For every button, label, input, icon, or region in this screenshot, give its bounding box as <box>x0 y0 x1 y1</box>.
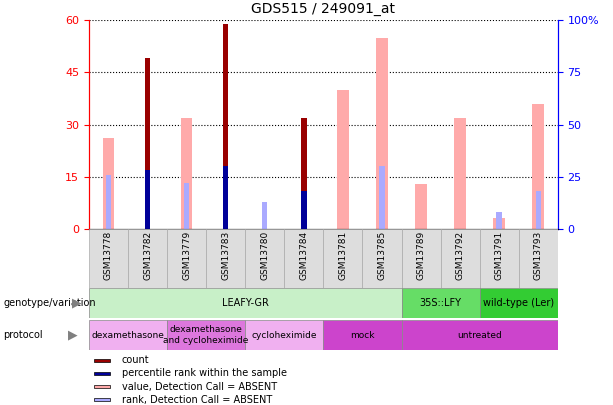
Bar <box>533 104 544 229</box>
Text: ▶: ▶ <box>67 328 77 341</box>
Bar <box>105 175 111 229</box>
Bar <box>89 229 128 288</box>
Text: GSM13783: GSM13783 <box>221 230 230 280</box>
Bar <box>94 385 110 388</box>
Text: GSM13792: GSM13792 <box>455 230 465 280</box>
Bar <box>480 229 519 288</box>
Bar <box>415 183 427 229</box>
Bar <box>94 359 110 362</box>
Bar <box>301 191 306 229</box>
Text: untreated: untreated <box>457 330 502 340</box>
Text: mock: mock <box>350 330 375 340</box>
Text: dexamethasone: dexamethasone <box>91 330 164 340</box>
Bar <box>324 229 362 288</box>
Bar <box>262 202 267 229</box>
Bar <box>493 218 505 229</box>
Bar <box>480 288 558 318</box>
Bar <box>245 229 284 288</box>
Bar <box>89 288 402 318</box>
Text: ▶: ▶ <box>72 296 82 309</box>
Text: count: count <box>122 355 150 365</box>
Text: GSM13793: GSM13793 <box>534 230 543 280</box>
Bar <box>223 24 229 229</box>
Text: wild-type (Ler): wild-type (Ler) <box>483 298 554 308</box>
Text: percentile rank within the sample: percentile rank within the sample <box>122 369 287 378</box>
Text: GSM13781: GSM13781 <box>338 230 348 280</box>
Text: genotype/variation: genotype/variation <box>3 298 96 308</box>
Bar <box>402 288 480 318</box>
Bar <box>301 191 306 229</box>
Text: GSM13784: GSM13784 <box>299 230 308 280</box>
Bar <box>223 166 229 229</box>
Bar <box>102 139 114 229</box>
Bar <box>301 117 306 229</box>
Bar <box>184 183 189 229</box>
Title: GDS515 / 249091_at: GDS515 / 249091_at <box>251 2 395 17</box>
Bar <box>441 229 480 288</box>
Bar <box>337 90 349 229</box>
Bar <box>206 229 245 288</box>
Bar <box>402 229 441 288</box>
Text: 35S::LFY: 35S::LFY <box>419 298 462 308</box>
Text: dexamethasone
and cycloheximide: dexamethasone and cycloheximide <box>164 326 249 345</box>
Bar <box>94 398 110 401</box>
Text: GSM13791: GSM13791 <box>495 230 504 280</box>
Bar <box>454 117 466 229</box>
Bar <box>145 171 150 229</box>
Bar <box>167 229 206 288</box>
Bar <box>519 229 558 288</box>
Text: GSM13780: GSM13780 <box>261 230 269 280</box>
Bar <box>402 320 558 350</box>
Text: value, Detection Call = ABSENT: value, Detection Call = ABSENT <box>122 382 277 392</box>
Text: rank, Detection Call = ABSENT: rank, Detection Call = ABSENT <box>122 395 272 405</box>
Text: cycloheximide: cycloheximide <box>251 330 317 340</box>
Bar <box>284 229 324 288</box>
Text: GSM13779: GSM13779 <box>182 230 191 280</box>
Bar <box>536 191 541 229</box>
Bar <box>181 117 192 229</box>
Text: GSM13778: GSM13778 <box>104 230 113 280</box>
Bar <box>362 229 402 288</box>
Text: LEAFY-GR: LEAFY-GR <box>222 298 268 308</box>
Bar <box>167 320 245 350</box>
Bar <box>497 212 502 229</box>
Text: GSM13782: GSM13782 <box>143 230 152 280</box>
Text: protocol: protocol <box>3 330 43 340</box>
Bar <box>379 166 385 229</box>
Bar <box>145 58 150 229</box>
Bar <box>128 229 167 288</box>
Bar <box>89 320 167 350</box>
Text: GSM13785: GSM13785 <box>378 230 386 280</box>
Bar <box>245 320 324 350</box>
Bar <box>94 372 110 375</box>
Bar <box>376 38 388 229</box>
Text: GSM13789: GSM13789 <box>417 230 425 280</box>
Bar <box>324 320 402 350</box>
